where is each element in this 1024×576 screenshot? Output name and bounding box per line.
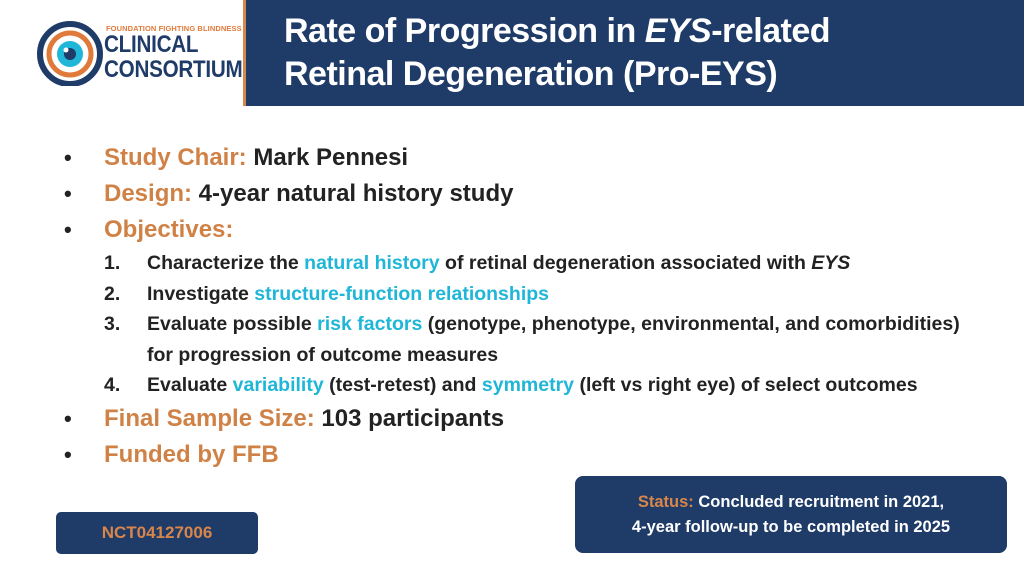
- objective-gene: EYS: [811, 252, 851, 274]
- eye-icon: [37, 21, 103, 86]
- objective-number: 3.: [104, 313, 121, 335]
- logo-small-text: FOUNDATION FIGHTING BLINDNESS: [106, 24, 242, 33]
- header-bar: [246, 0, 1024, 106]
- bullet-dot: •: [64, 181, 72, 206]
- objective-text: (test-retest) and: [323, 374, 482, 396]
- objective-highlight: natural history: [304, 252, 440, 274]
- sample-size-label: Final Sample Size:: [104, 404, 315, 432]
- bullet-dot: •: [64, 405, 72, 431]
- objective-highlight: risk factors: [317, 313, 423, 335]
- objectives-list: 1. Characterize the natural history of re…: [64, 248, 964, 401]
- bullet-dot: •: [64, 441, 72, 467]
- study-chair-label: Study Chair:: [104, 144, 247, 171]
- bullet-study-chair: • Study Chair: Mark Pennesi: [64, 140, 964, 176]
- objective-highlight: variability: [232, 374, 324, 396]
- bullet-funded: • Funded by FFB: [64, 437, 964, 473]
- status-line2: 4-year follow-up to be completed in 2025: [631, 518, 951, 536]
- bullet-dot: •: [64, 145, 72, 170]
- objective-text: (genotype, phenotype, environmental, and…: [147, 313, 960, 366]
- logo-consortium-text: CONSORTIUM: [104, 56, 243, 83]
- objective-number: 1.: [104, 252, 121, 274]
- objective-text: Evaluate possible: [147, 313, 318, 335]
- objective-highlight: structure-function relationships: [254, 282, 549, 305]
- bullet-sample-size: • Final Sample Size: 103 participants: [64, 401, 964, 437]
- slide-title: Rate of Progression in EYS-related Retin…: [284, 10, 984, 96]
- objective-text: Investigate: [147, 282, 255, 305]
- title-line2: Retinal Degeneration (Pro-EYS): [284, 55, 778, 93]
- bullet-design: • Design: 4-year natural history study: [64, 176, 964, 212]
- objective-item: 1. Characterize the natural history of re…: [64, 248, 964, 279]
- objective-item: 2. Investigate structure-function relatio…: [64, 279, 964, 310]
- bullet-dot: •: [64, 217, 72, 242]
- title-part1: Rate of Progression in: [284, 12, 645, 50]
- design-label: Design:: [104, 180, 193, 207]
- bullet-objectives: • Objectives:: [64, 212, 964, 248]
- sample-size-value: 103 participants: [314, 404, 505, 432]
- slide-content: • Study Chair: Mark Pennesi • Design: 4-…: [64, 140, 964, 473]
- objective-item: 3. Evaluate possible risk factors (genoty…: [64, 309, 964, 370]
- clinical-consortium-logo: FOUNDATION FIGHTING BLINDNESS CLINICAL C…: [36, 18, 246, 90]
- status-label: Status:: [637, 493, 694, 511]
- objective-highlight: symmetry: [481, 374, 575, 396]
- objective-number: 4.: [104, 374, 121, 396]
- study-chair-value: Mark Pennesi: [246, 144, 409, 171]
- title-gene: EYS: [644, 12, 712, 50]
- objectives-label: Objectives:: [104, 216, 234, 243]
- objective-text: (left vs right eye) of select outcomes: [574, 374, 918, 396]
- objective-text: Characterize the: [147, 252, 305, 274]
- status-box: Status: Concluded recruitment in 2021, 4…: [575, 476, 1007, 553]
- design-value: 4-year natural history study: [192, 180, 514, 207]
- funded-label: Funded by FFB: [104, 440, 279, 468]
- objective-text: of retinal degeneration associated with: [439, 252, 812, 274]
- logo-clinical-text: CLINICAL: [104, 31, 199, 58]
- header-accent-stripe: [243, 0, 248, 106]
- header: FOUNDATION FIGHTING BLINDNESS CLINICAL C…: [0, 0, 1024, 106]
- objective-text: Evaluate: [147, 374, 233, 396]
- title-part3: -related: [711, 12, 831, 50]
- objective-number: 2.: [104, 282, 121, 305]
- objective-item: 4. Evaluate variability (test-retest) and…: [64, 370, 964, 401]
- nct-badge: NCT04127006: [56, 512, 258, 554]
- status-line1: Concluded recruitment in 2021,: [693, 493, 945, 511]
